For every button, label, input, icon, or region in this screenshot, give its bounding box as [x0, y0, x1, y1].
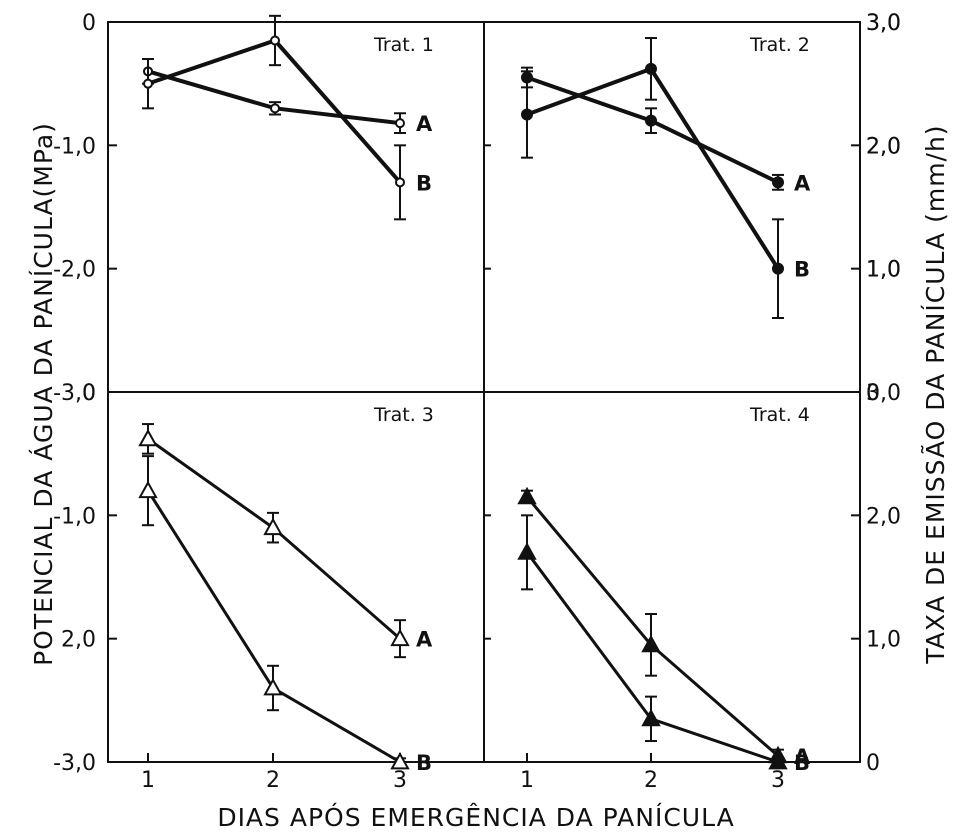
- data-point-marker: [138, 428, 158, 447]
- data-point-marker: [263, 677, 283, 696]
- series-line-A: [526, 75, 779, 185]
- left-tick-label: -3,0: [53, 381, 96, 406]
- left-tick-label: -1,0: [53, 134, 96, 159]
- x-axis-title: DIAS APÓS EMERGÊNCIA DA PANÍCULA: [217, 802, 734, 832]
- panel-4: Trat. 4 AB: [484, 391, 860, 775]
- right-tick-label: 0: [866, 381, 880, 406]
- panel-title: Trat. 2: [749, 34, 810, 56]
- panel-3: Trat. 3 A B: [108, 391, 434, 775]
- data-point-marker: [768, 751, 788, 770]
- left-tick-label: -3,0: [53, 751, 96, 776]
- right-tick-label: 3,0: [866, 11, 901, 36]
- right-tick-label: 2,0: [866, 504, 901, 529]
- x-tick-label: 2: [266, 768, 280, 793]
- panel-2: Trat. 2 A B: [484, 21, 860, 393]
- left-tick-label: 0: [82, 11, 96, 36]
- series-label-A: A: [794, 745, 811, 769]
- panel-1: Trat. 1 A B: [108, 14, 434, 393]
- series-label-A: A: [416, 112, 433, 136]
- right-tick-label: 3,0: [866, 381, 901, 406]
- left-y-axis-title: POTENCIAL DA ÁGUA DA PANÍCULA(MPa): [29, 122, 58, 666]
- right-tick-label: 1,0: [866, 258, 901, 283]
- x-tick-label: 3: [393, 768, 407, 793]
- data-point-marker: [138, 480, 158, 499]
- right-y-axis-title: TAXA DE EMISSÃO DA PANÍCULA (mm/h): [920, 124, 950, 664]
- right-tick-label: 1,0: [866, 258, 901, 283]
- series-line-B: [525, 551, 779, 764]
- series-label-B: B: [794, 258, 810, 282]
- data-point-marker: [270, 103, 280, 114]
- right-tick-label: 0: [866, 381, 880, 406]
- right-tick-label: 3,0: [866, 11, 901, 36]
- right-tick-label: 2,0: [866, 134, 901, 159]
- x-tick-label: 1: [141, 768, 155, 793]
- right-tick-label: 0: [866, 751, 880, 776]
- data-point-marker: [390, 751, 410, 770]
- left-tick-label: 2,0: [61, 628, 96, 653]
- data-point-marker: [641, 708, 661, 727]
- data-point-marker: [143, 78, 153, 89]
- panel-title: Trat. 4: [749, 404, 810, 426]
- series-label-B: B: [416, 751, 432, 775]
- x-tick-label: 3: [771, 768, 785, 793]
- x-tick-label: 2: [644, 768, 658, 793]
- data-point-marker: [390, 628, 410, 647]
- data-point-marker: [395, 177, 405, 188]
- data-point-marker: [521, 108, 533, 121]
- series-label-B: B: [794, 751, 810, 775]
- right-tick-label: 1,0: [866, 628, 901, 653]
- tick-labels: 0-1,0-2,0-3,03,02,01,003,02,01,000-1,02,…: [53, 11, 901, 793]
- data-point-marker: [395, 118, 405, 129]
- panel-title: Trat. 1: [373, 34, 434, 56]
- series-label-A: A: [794, 171, 811, 195]
- left-tick-label: -1,0: [53, 504, 96, 529]
- data-point-marker: [270, 35, 280, 46]
- left-tick-label: 0: [82, 381, 96, 406]
- data-point-marker: [645, 62, 657, 75]
- x-tick-label: 1: [520, 768, 534, 793]
- data-point-marker: [645, 114, 657, 127]
- data-point-marker: [772, 176, 784, 189]
- data-point-marker: [517, 486, 537, 505]
- data-point-marker: [641, 634, 661, 653]
- data-point-marker: [772, 262, 784, 275]
- data-point-marker: [263, 517, 283, 536]
- panel-title: Trat. 3: [373, 404, 434, 426]
- right-tick-label: 2,0: [866, 134, 901, 159]
- series-label-B: B: [416, 171, 432, 195]
- left-tick-label: -2,0: [53, 258, 96, 283]
- series-label-A: A: [416, 628, 433, 652]
- data-point-marker: [517, 542, 537, 560]
